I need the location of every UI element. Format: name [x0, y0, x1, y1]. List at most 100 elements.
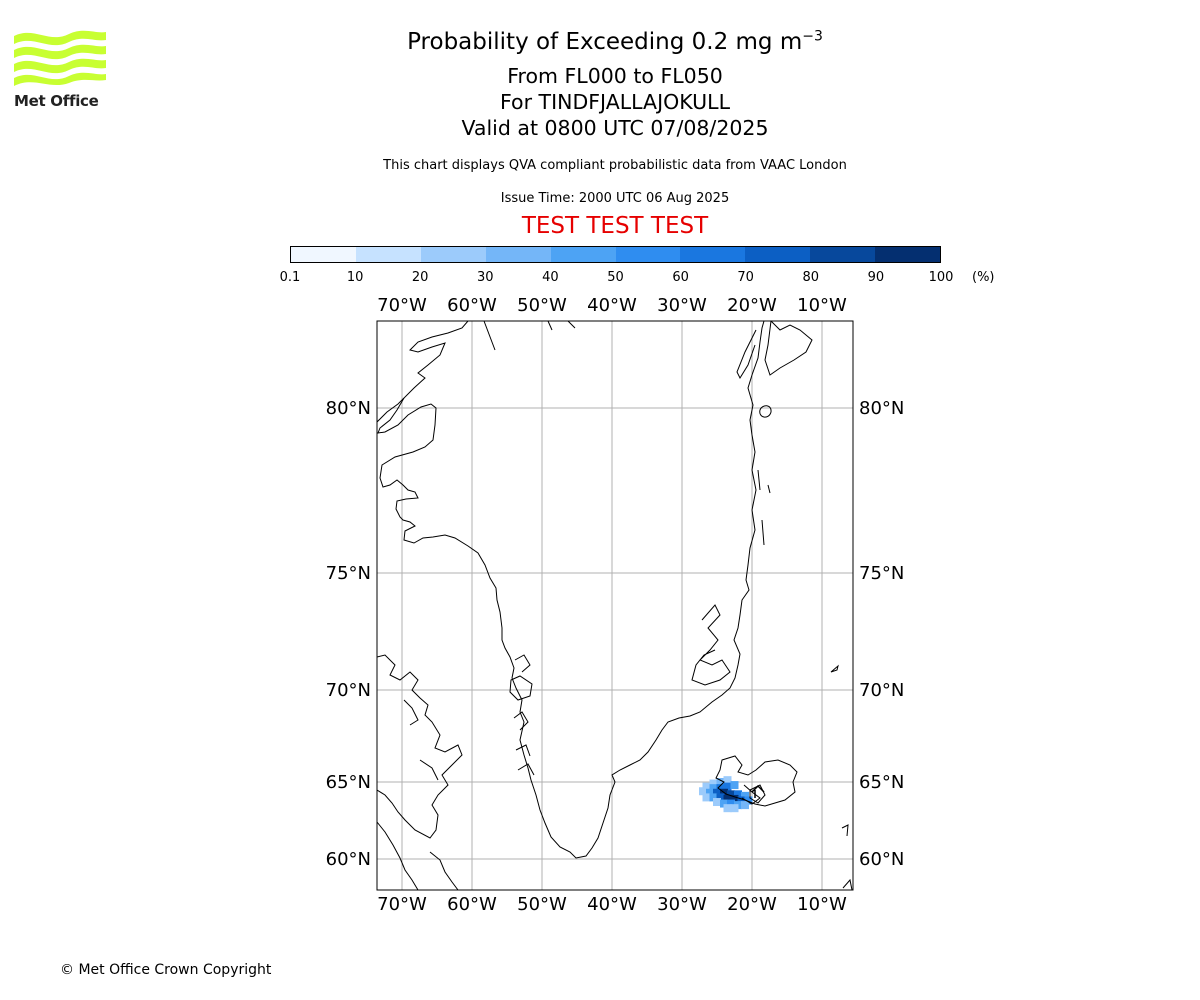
lon-label-top: 50°W: [517, 295, 567, 316]
lon-label-bottom: 50°W: [517, 894, 567, 915]
lat-label-right: 80°N: [859, 398, 904, 419]
iceland-coastline: [715, 755, 798, 807]
plume-cell: [709, 784, 718, 793]
plume-cell: [716, 778, 725, 786]
lon-label-top: 70°W: [377, 295, 427, 316]
lat-label-right: 70°N: [859, 680, 904, 701]
baffin-coastline: [377, 654, 463, 839]
colorbar-segment: [291, 247, 356, 262]
logo-text: Met Office: [14, 92, 99, 110]
lon-label-bottom: 40°W: [587, 894, 637, 915]
plume-cell: [727, 790, 735, 799]
plume-cell: [730, 781, 739, 790]
lon-label-top: 60°W: [447, 295, 497, 316]
colorbar-segment: [615, 247, 681, 262]
colorbar-tick-label: 30: [477, 270, 494, 285]
greenland-coastline: [377, 321, 765, 859]
lon-label-bottom: 60°W: [447, 894, 497, 915]
lon-label-top: 10°W: [797, 295, 847, 316]
plume-cell: [730, 804, 739, 813]
lon-label-top: 20°W: [727, 295, 777, 316]
lat-label-right: 65°N: [859, 772, 904, 793]
colorbar-segment: [680, 247, 746, 262]
colorbar: [290, 246, 941, 263]
east-fjords-coastline: [691, 604, 731, 686]
volcano-name: For TINDFJALLAJOKULL: [500, 90, 730, 114]
island-2-coastline: [757, 469, 771, 546]
jan-mayen-coastline: [830, 664, 839, 673]
lat-label-left: 70°N: [326, 680, 371, 701]
ne-greenland-coastline: [736, 321, 813, 380]
lon-label-bottom: 70°W: [377, 894, 427, 915]
baffin-inlet-coastline: [403, 699, 439, 781]
lon-label-bottom: 20°W: [727, 894, 777, 915]
volcano-marker: [751, 784, 765, 798]
plume-cell: [741, 791, 749, 800]
plume-cell: [744, 796, 753, 805]
colorbar-segment: [875, 247, 941, 262]
plume-cell: [702, 782, 711, 791]
lon-label-bottom: 10°W: [797, 894, 847, 915]
title-exponent: −3: [802, 28, 823, 45]
plume-cell: [709, 793, 718, 802]
lat-label-left: 80°N: [326, 398, 371, 419]
plume-cell: [741, 801, 749, 810]
lon-label-top: 40°W: [587, 295, 637, 316]
colorbar-tick-label: 100: [928, 270, 954, 285]
chart-title: Probability of Exceeding 0.2 mg m−3: [300, 27, 930, 57]
lat-label-left: 75°N: [326, 563, 371, 584]
plume-cell: [720, 799, 728, 808]
lat-label-left: 65°N: [326, 772, 371, 793]
colorbar-segment: [485, 247, 551, 262]
plume-cell: [737, 796, 746, 805]
plume-cell: [713, 798, 721, 807]
coastlines: [377, 321, 853, 890]
colorbar-tick-label: 0.1: [279, 270, 301, 285]
chart-description: This chart displays QVA compliant probab…: [383, 158, 847, 173]
map-frame: [376, 320, 854, 891]
lat-label-right: 60°N: [859, 849, 904, 870]
probability-plume: [699, 776, 753, 813]
colorbar-tick-label: 70: [737, 270, 754, 285]
lon-label-top: 30°W: [657, 295, 707, 316]
colorbar-tick-label: 10: [346, 270, 364, 285]
colorbar-tick-label: 90: [867, 270, 885, 285]
plume-cell: [723, 776, 732, 785]
faroe-coastline: [841, 824, 853, 890]
labrador-coastline: [377, 821, 459, 890]
issue-time: Issue Time: 2000 UTC 06 Aug 2025: [500, 191, 730, 206]
title-main: Probability of Exceeding 0.2 mg m: [407, 29, 803, 55]
plume-cell: [713, 788, 721, 797]
lat-label-left: 60°N: [326, 849, 371, 870]
colorbar-tick-label: 40: [542, 270, 559, 285]
test-banner: TEST TEST TEST: [521, 213, 709, 239]
colorbar-segment: [810, 247, 876, 262]
lon-label-bottom: 30°W: [657, 894, 707, 915]
colorbar-segment: [355, 247, 421, 262]
plume-cell: [709, 779, 718, 788]
colorbar-segment: [550, 247, 616, 262]
copyright-notice: © Met Office Crown Copyright: [60, 962, 272, 978]
lat-label-right: 75°N: [859, 563, 904, 584]
plume-cell: [723, 804, 732, 813]
plume-cell: [730, 794, 739, 803]
west-fjords-coastline: [513, 654, 535, 776]
colorbar-unit: (%): [972, 270, 995, 285]
valid-time: Valid at 0800 UTC 07/08/2025: [461, 116, 769, 140]
met-office-logo: Met Office: [14, 30, 106, 112]
graticule: [377, 321, 853, 890]
disko-coastline: [509, 675, 533, 701]
colorbar-tick-label: 50: [607, 270, 624, 285]
plume-cell: [716, 784, 725, 793]
island-1-coastline: [759, 405, 772, 418]
plume-cell: [723, 782, 732, 791]
canada-northeast-coastline: [377, 397, 405, 423]
met-office-wave-icon: [14, 30, 106, 86]
plume-cell: [699, 787, 707, 796]
colorbar-segment: [745, 247, 811, 262]
plume-cell: [716, 793, 725, 802]
plume-cell: [734, 790, 742, 799]
plume-cell: [727, 799, 735, 808]
axis-labels: 70°W 70°W 60°W 60°W 50°W 50°W 40°W 40°W 30°W 30°W…: [326, 295, 905, 915]
